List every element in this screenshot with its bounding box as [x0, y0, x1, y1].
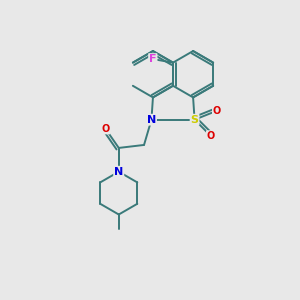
Text: O: O: [207, 131, 215, 141]
Text: N: N: [114, 167, 123, 177]
Text: F: F: [149, 54, 157, 64]
Text: O: O: [101, 124, 110, 134]
Text: O: O: [213, 106, 221, 116]
Text: N: N: [147, 115, 156, 125]
Text: S: S: [190, 115, 199, 125]
